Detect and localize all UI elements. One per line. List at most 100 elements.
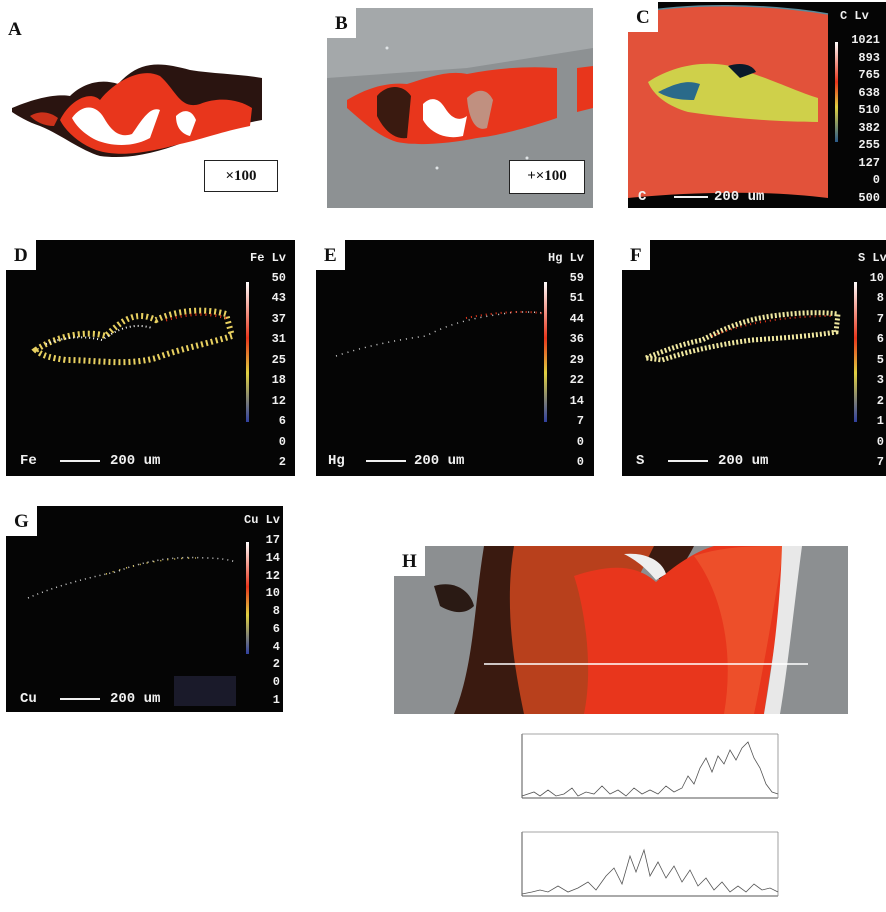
scale-text-g: 200 um xyxy=(110,691,161,707)
scale-bar-g xyxy=(60,698,100,700)
panel-b: B +×100 xyxy=(327,8,593,208)
level-label: 0 xyxy=(876,434,884,449)
level-label: 10 xyxy=(265,586,280,601)
level-labels-d: 50 43 37 31 25 18 12 6 0 2 xyxy=(262,272,286,468)
level-label: 44 xyxy=(569,311,584,326)
level-labels-c: 1021 893 765 638 510 382 255 127 0 500 xyxy=(850,34,880,204)
level-label: 127 xyxy=(858,155,880,170)
level-label: 0 xyxy=(278,434,286,449)
element-label-g: Cu xyxy=(20,691,37,707)
element-label-e: Hg xyxy=(328,453,345,469)
panel-letter-c: C xyxy=(628,2,658,32)
panel-g: G Cu Lv 17 14 12 10 8 6 4 2 0 1 Cu 200 u… xyxy=(6,506,283,712)
scale-bar-c xyxy=(674,196,708,198)
level-label: 14 xyxy=(569,393,584,408)
panel-letter-a: A xyxy=(8,19,22,40)
panel-letter-b: B xyxy=(327,8,356,38)
panel-f: F S Lv 10 8 7 6 5 3 2 1 0 7 S 200 um xyxy=(622,240,886,476)
level-label: 6 xyxy=(278,414,286,429)
level-label: 638 xyxy=(858,85,880,100)
map-header-e: Hg Lv xyxy=(548,251,585,265)
color-scale-bar-d xyxy=(246,282,249,422)
panel-letter-e: E xyxy=(316,240,345,270)
level-label: 500 xyxy=(858,190,880,205)
level-label: 1021 xyxy=(851,33,880,47)
level-label: 14 xyxy=(265,550,280,565)
map-header-d: Fe Lv xyxy=(250,251,287,265)
map-header-f: S Lv xyxy=(858,251,886,265)
level-labels-e: 59 51 44 36 29 22 14 7 0 0 xyxy=(560,272,584,468)
panel-d: D Fe Lv 50 43 37 31 25 18 12 6 0 2 Fe 20… xyxy=(6,240,295,476)
level-label: 59 xyxy=(569,271,584,285)
level-labels-f: 10 8 7 6 5 3 2 1 0 7 xyxy=(868,272,884,468)
level-label: 10 xyxy=(869,271,884,285)
element-map-e xyxy=(335,310,549,357)
level-label: 51 xyxy=(569,291,584,306)
level-label: 22 xyxy=(569,373,584,388)
level-label: 43 xyxy=(271,291,286,306)
element-map-c xyxy=(628,4,829,198)
level-label: 50 xyxy=(271,271,286,285)
level-label: 6 xyxy=(272,621,280,636)
level-labels-g: 17 14 12 10 8 6 4 2 0 1 xyxy=(262,534,280,706)
scale-bar-f xyxy=(668,460,708,462)
level-label: 25 xyxy=(271,352,286,367)
color-scale-bar-c xyxy=(835,42,838,142)
panel-letter-d: D xyxy=(6,240,36,270)
scale-bar-d xyxy=(60,460,100,462)
level-label: 31 xyxy=(271,332,286,347)
level-label: 36 xyxy=(569,332,584,347)
cross-section-micrograph-h xyxy=(394,546,848,714)
level-label: 3 xyxy=(876,373,884,388)
level-label: 29 xyxy=(569,352,584,367)
level-label: 7 xyxy=(576,414,584,429)
scale-text-e: 200 um xyxy=(414,453,465,469)
level-label: 510 xyxy=(858,103,880,118)
panel-letter-g: G xyxy=(6,506,37,536)
panel-h: H xyxy=(394,546,848,714)
level-label: 2 xyxy=(876,393,884,408)
element-label-c: C xyxy=(638,189,647,205)
level-label: 2 xyxy=(278,454,286,469)
level-label: 4 xyxy=(272,639,280,654)
level-label: 0 xyxy=(272,675,280,690)
level-label: 893 xyxy=(858,50,880,65)
level-label: 5 xyxy=(876,352,884,367)
element-label-f: S xyxy=(636,453,645,469)
level-label: 1 xyxy=(272,692,280,707)
level-label: 12 xyxy=(271,393,286,408)
level-label: 765 xyxy=(858,68,880,83)
level-label: 6 xyxy=(876,332,884,347)
scale-bar-e xyxy=(366,460,406,462)
panel-a: A ×100 xyxy=(0,0,290,200)
level-label: 18 xyxy=(271,373,286,388)
line-scan-profile-1 xyxy=(521,733,779,799)
magnification-label-a: ×100 xyxy=(204,160,278,192)
scale-text-d: 200 um xyxy=(110,453,161,469)
level-label: 8 xyxy=(272,604,280,619)
level-label: 255 xyxy=(858,138,880,153)
panel-letter-f: F xyxy=(622,240,650,270)
color-scale-bar-e xyxy=(544,282,547,422)
element-map-f xyxy=(645,310,841,363)
level-label: 0 xyxy=(576,434,584,449)
panel-e: E Hg Lv 59 51 44 36 29 22 14 7 0 0 Hg 20… xyxy=(316,240,594,476)
color-scale-bar-g xyxy=(246,542,249,654)
magnification-label-b: +×100 xyxy=(509,160,585,194)
line-scan-profile-2 xyxy=(521,831,779,897)
element-label-d: Fe xyxy=(20,453,37,469)
level-label: 8 xyxy=(876,291,884,306)
level-label: 12 xyxy=(265,568,280,583)
element-map-d xyxy=(31,307,236,366)
level-label: 7 xyxy=(876,311,884,326)
scale-text-c: 200 um xyxy=(714,189,765,205)
level-label: 37 xyxy=(271,311,286,326)
map-header-c: C Lv xyxy=(840,9,869,23)
cross-section-micrograph-a xyxy=(12,64,262,158)
color-scale-bar-f xyxy=(854,282,857,422)
map-header-g: Cu Lv xyxy=(244,513,281,527)
panel-letter-h: H xyxy=(394,546,425,576)
level-label: 0 xyxy=(576,454,584,469)
level-label: 0 xyxy=(872,173,880,188)
element-map-g xyxy=(27,556,237,706)
